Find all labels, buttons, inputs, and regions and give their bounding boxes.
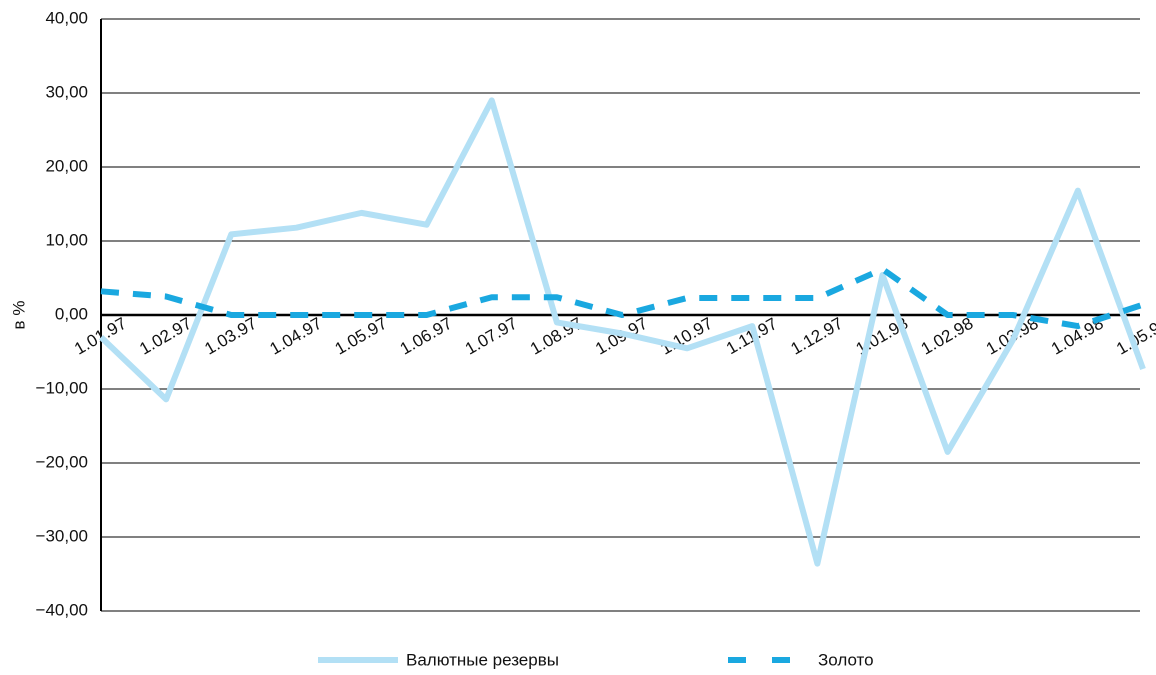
y-tick-label: −10,00 [36, 378, 88, 397]
x-tick-label: 1.02.98 [918, 314, 977, 359]
series-line [100, 266, 1144, 330]
y-tick-label: −40,00 [36, 600, 88, 619]
y-tick-label: 30,00 [45, 82, 88, 101]
x-tick-label: 1.04.97 [267, 314, 326, 359]
legend-label: Золото [818, 650, 874, 669]
x-tick-label: 1.05.97 [332, 314, 391, 359]
x-tick-label: 1.07.97 [462, 314, 521, 359]
x-tick-label: 1.12.97 [788, 314, 847, 359]
y-tick-label: −30,00 [36, 526, 88, 545]
x-tick-label: 1.06.97 [397, 314, 456, 359]
x-tick-label: 1.03.97 [201, 314, 260, 359]
y-axis-label: в % [9, 301, 28, 330]
y-tick-label: 10,00 [45, 230, 88, 249]
y-tick-label: 20,00 [45, 156, 88, 175]
series-line [98, 97, 1146, 567]
legend-label: Валютные резервы [406, 650, 559, 669]
y-tick-label: −20,00 [36, 452, 88, 471]
y-tick-label: 0,00 [55, 304, 88, 323]
y-tick-label: 40,00 [45, 8, 88, 27]
x-tick-label: 1.10.97 [657, 314, 716, 359]
